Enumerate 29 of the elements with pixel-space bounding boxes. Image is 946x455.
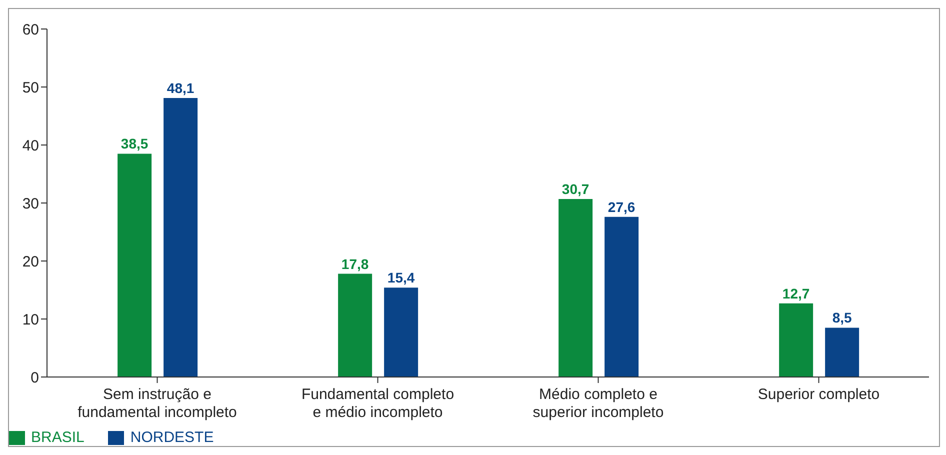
bar	[164, 98, 198, 377]
x-tick-label: Superior completo	[758, 386, 880, 403]
bar	[338, 274, 372, 377]
bar	[118, 154, 152, 377]
y-tick-label: 20	[22, 253, 39, 270]
data-label: 30,7	[562, 180, 590, 197]
legend-label: NORDESTE	[130, 429, 214, 446]
data-label: 27,6	[608, 198, 636, 215]
bar	[604, 216, 639, 377]
data-label: 12,7	[782, 285, 810, 302]
bar	[558, 198, 593, 377]
data-label: 17,8	[341, 256, 369, 272]
bar	[384, 288, 418, 377]
data-label: 15,4	[387, 270, 415, 286]
x-tick-label: Fundamental completo e médio incompleto	[301, 386, 454, 421]
y-tick-label: 30	[22, 195, 39, 212]
data-label: 8,5	[832, 310, 852, 326]
y-tick-label: 40	[22, 137, 39, 154]
y-tick-label: 10	[22, 311, 39, 328]
y-tick-label: 0	[30, 369, 39, 386]
y-tick-label: 60	[22, 21, 39, 38]
y-tick-label: 50	[22, 79, 39, 96]
bar	[825, 328, 860, 377]
legend-label: BRASIL	[31, 429, 84, 446]
bar	[779, 303, 814, 377]
x-tick-label: Médio completo e superior incompleto	[532, 386, 664, 421]
x-tick-label: Sem instrução e fundamental incompleto	[78, 386, 237, 421]
data-label: 48,1	[166, 80, 194, 96]
data-label: 38,5	[120, 136, 148, 152]
